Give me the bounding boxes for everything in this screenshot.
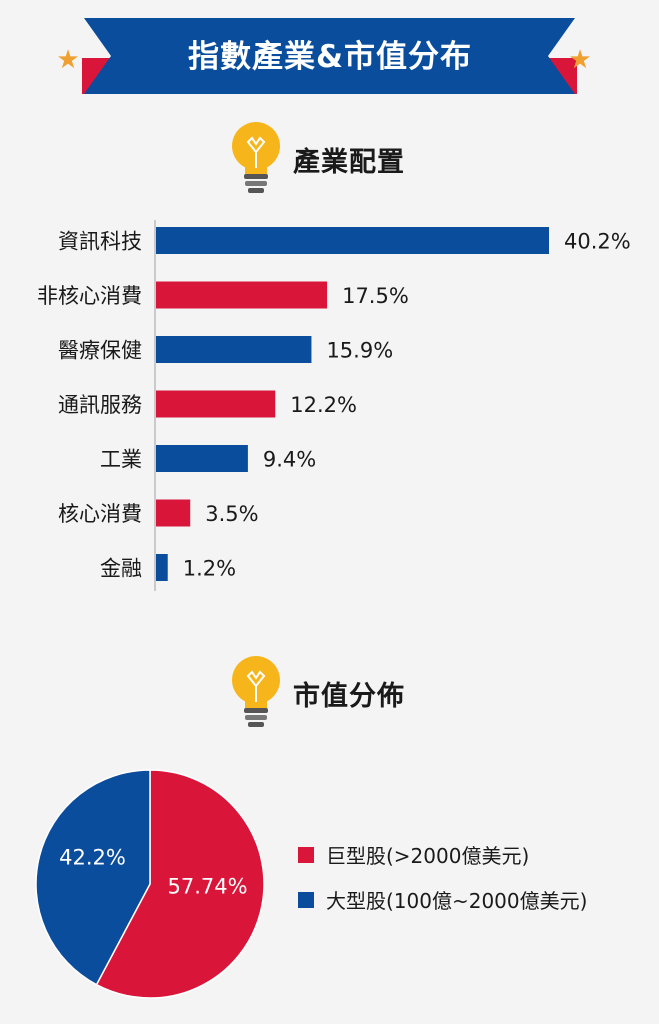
legend-item: 大型股(100億~2000億美元) — [298, 877, 658, 922]
market-cap-section-title: 市值分佈 — [293, 681, 405, 712]
right-star-icon: ★ — [568, 45, 591, 75]
legend-label-large: 大型股(100億~2000億美元) — [326, 889, 588, 913]
bar — [156, 336, 312, 363]
data-label: 3.5% — [205, 502, 258, 526]
legend-swatch-mega — [298, 846, 314, 863]
data-label: 9.4% — [263, 448, 316, 472]
pie-slice — [95, 769, 265, 999]
bar — [156, 390, 276, 418]
category-label: 資訊科技 — [58, 230, 142, 254]
category-label: 金融 — [100, 557, 142, 581]
title-banner: ★ ★ 指數產業&市值分布 — [0, 0, 659, 110]
category-label: 通訊服務 — [58, 393, 142, 417]
slice-label: 57.74% — [167, 874, 247, 898]
lightbulb-icon — [232, 656, 280, 727]
bar — [156, 227, 549, 254]
data-label: 17.5% — [342, 284, 409, 308]
bar — [156, 554, 168, 581]
bar — [156, 281, 328, 309]
industry-bar-chart: 資訊科技 40.2% 非核心消費 17.5% 醫療保健 15.9% 通訊服務 12.2% 工業 9… — [37, 220, 631, 591]
category-label: 工業 — [100, 448, 142, 472]
bar — [156, 445, 248, 472]
data-label: 40.2% — [564, 230, 631, 254]
market-cap-pie-chart: 57.74% 42.2% — [35, 769, 265, 999]
category-label: 醫療保健 — [58, 339, 142, 363]
category-label: 非核心消費 — [37, 284, 142, 308]
pie-legend: 巨型股(>2000億美元) 大型股(100億~2000億美元) — [298, 832, 658, 922]
legend-label-mega: 巨型股(>2000億美元) — [326, 844, 530, 868]
slice-label: 42.2% — [59, 846, 126, 870]
lightbulb-icon — [232, 122, 280, 193]
left-star-icon: ★ — [56, 45, 79, 75]
data-label: 1.2% — [183, 557, 236, 581]
legend-item: 巨型股(>2000億美元) — [298, 832, 658, 877]
legend-swatch-large — [298, 891, 314, 908]
industry-section-title: 產業配置 — [293, 147, 405, 178]
ribbon-main — [84, 18, 575, 94]
category-label: 核心消費 — [58, 502, 142, 526]
industry-section-header: 產業配置 — [0, 118, 659, 208]
bar — [156, 499, 191, 527]
banner-title: 指數產業&市值分布 — [187, 39, 473, 75]
banner-ribbon: ★ ★ — [56, 18, 592, 94]
pie-slice — [35, 769, 151, 986]
market-cap-section-header: 市值分佈 — [0, 652, 659, 742]
data-label: 12.2% — [290, 393, 357, 417]
data-label: 15.9% — [326, 339, 393, 363]
